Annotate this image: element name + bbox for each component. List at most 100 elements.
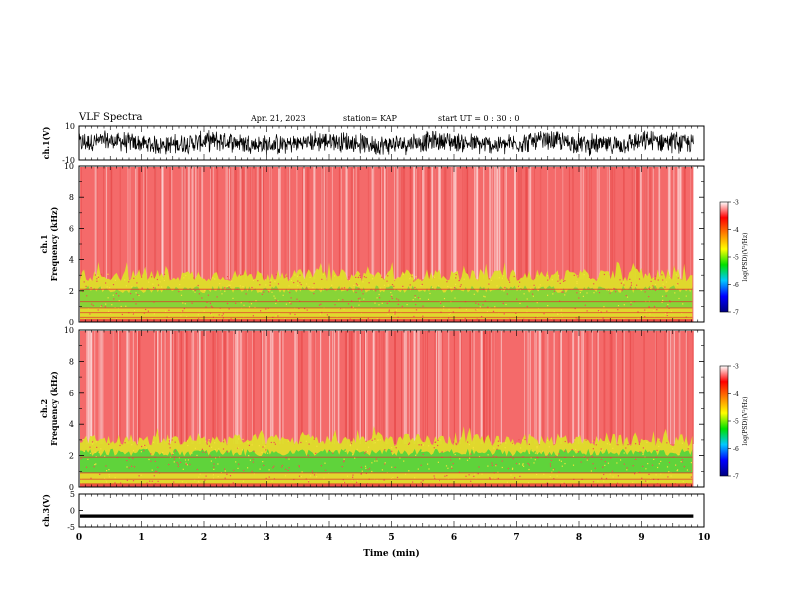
spectrogram-streak [500, 331, 502, 444]
spectrogram-speckle [376, 460, 378, 462]
spectrogram-speckle [136, 282, 138, 284]
spectrogram-speckle [300, 284, 302, 286]
spectrogram-speckle [288, 458, 290, 460]
spectrogram-speckle [656, 449, 658, 451]
spectrogram-speckle [449, 312, 452, 314]
spectrogram-speckle [586, 310, 588, 312]
spectrogram-speckle [678, 454, 680, 456]
spectrogram-speckle [511, 468, 514, 470]
spectrogram-speckle [434, 477, 437, 479]
spectrogram-speckle [399, 457, 401, 459]
spectrogram-speckle [564, 280, 566, 282]
spectrogram-streak [582, 167, 585, 280]
spectrogram-speckle [289, 292, 291, 294]
spectrogram-speckle [368, 282, 370, 284]
spectrogram-speckle [92, 442, 94, 444]
spectrogram-streak [422, 331, 424, 444]
spectrogram-streak [480, 331, 483, 444]
spectrogram-streak [572, 331, 575, 444]
spectrogram-streak [260, 331, 263, 444]
spectrogram-streak [264, 331, 267, 444]
spectrogram-speckle [688, 446, 690, 448]
spectrogram-speckle [433, 475, 435, 477]
spectrogram-streak [435, 331, 438, 444]
spectrogram-speckle [681, 442, 683, 444]
spectrogram-speckle [192, 290, 194, 292]
spectrogram-speckle [221, 293, 223, 295]
spectrogram-speckle [507, 467, 509, 470]
spectrogram-speckle [677, 283, 679, 285]
spectrogram-speckle [343, 460, 345, 462]
spectrogram-speckle [685, 295, 687, 297]
spectrogram-speckle [681, 312, 683, 314]
spectrogram-streak [376, 331, 377, 444]
spectrogram-speckle [252, 279, 255, 281]
spectrogram-speckle [448, 317, 450, 319]
spectrogram-streak [365, 331, 367, 444]
spectrogram-speckle [465, 308, 467, 311]
spectrogram-speckle [635, 458, 637, 460]
x-tick-label: 4 [326, 533, 332, 543]
spectrogram-speckle [87, 458, 89, 460]
spectrogram-speckle [645, 480, 647, 482]
spectrogram-speckle [198, 481, 200, 484]
spectrogram-speckle [597, 480, 599, 482]
spectrogram-streak [295, 331, 298, 444]
spectrogram-streak [287, 167, 289, 280]
spectrogram-streak [470, 331, 472, 444]
spectrogram-speckle [148, 458, 150, 461]
spectrogram-speckle [95, 441, 97, 443]
spectrogram-streak [493, 167, 495, 280]
spectrogram-speckle [497, 440, 499, 442]
spectrogram-streak [597, 331, 599, 444]
spectrogram-speckle [526, 305, 528, 308]
spectrogram-speckle [89, 313, 91, 315]
spectrogram-speckle [257, 280, 259, 282]
spectrogram-speckle [157, 284, 160, 286]
spectrogram-speckle [259, 468, 261, 470]
spectrogram-speckle [359, 300, 361, 302]
spectrogram-speckle [299, 274, 301, 276]
spectrogram-speckle [397, 299, 400, 301]
spectrogram-speckle [132, 449, 135, 452]
spectrogram-speckle [428, 468, 430, 470]
spectrogram-streak [215, 331, 217, 444]
spectrogram-speckle [203, 310, 205, 312]
spectrogram-streak [496, 167, 498, 280]
spectrogram-speckle [210, 313, 212, 315]
spectrogram-speckle [381, 276, 383, 278]
spectrogram-streak [236, 331, 239, 444]
spectrogram-streak [320, 167, 322, 280]
spectrogram-streak [81, 167, 82, 280]
spectrogram-streak [446, 167, 447, 280]
spectrogram-speckle [97, 278, 99, 280]
spectrogram-speckle [447, 467, 449, 469]
spectrogram-speckle [145, 308, 147, 311]
spectrogram-speckle [145, 447, 148, 449]
y-tick-label: 10 [65, 122, 75, 131]
spectrogram-speckle [414, 295, 416, 297]
spectrogram-speckle [363, 298, 365, 300]
spectrogram-speckle [226, 473, 228, 475]
spectrogram-streak [308, 167, 310, 280]
spectrogram-speckle [374, 460, 376, 462]
spectrogram-speckle [238, 438, 240, 440]
spectrogram-speckle [532, 295, 534, 297]
spectrogram-speckle [179, 284, 181, 286]
spectrogram-speckle [487, 454, 489, 456]
spectrogram-streak [294, 331, 296, 444]
spectrogram-speckle [641, 477, 643, 479]
spectrogram-speckle [603, 473, 605, 476]
spectrogram-speckle [665, 281, 668, 283]
spectrogram-speckle [690, 476, 692, 478]
spectrogram-streak [477, 167, 479, 280]
spectrogram-speckle [609, 292, 611, 294]
spectrogram-speckle [396, 298, 398, 300]
spectrogram-streak [639, 167, 642, 280]
spectrogram-speckle [496, 285, 498, 287]
spectrogram-speckle [177, 465, 179, 467]
spectrogram-streak [425, 331, 426, 444]
spectrogram-streak [692, 331, 694, 444]
spectrogram-speckle [239, 285, 241, 287]
colorbar-tick-label: -5 [733, 255, 739, 262]
